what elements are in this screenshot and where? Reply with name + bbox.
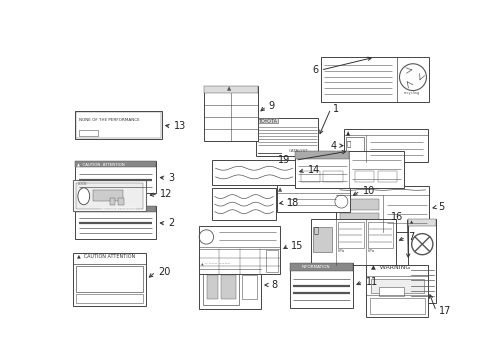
- Text: 1: 1: [332, 104, 339, 114]
- Text: 15: 15: [291, 241, 303, 251]
- Bar: [206, 275, 217, 299]
- Bar: [343, 130, 427, 162]
- Bar: [75, 111, 162, 139]
- Text: 9: 9: [268, 101, 274, 111]
- Bar: [371, 279, 423, 293]
- Text: 13: 13: [173, 121, 185, 131]
- Text: kPa: kPa: [367, 249, 374, 253]
- Bar: [203, 271, 238, 305]
- Bar: [76, 266, 143, 292]
- Bar: [76, 112, 161, 138]
- Bar: [354, 171, 374, 183]
- Bar: [199, 226, 280, 274]
- Bar: [75, 161, 156, 167]
- Bar: [313, 227, 331, 252]
- Bar: [339, 199, 378, 210]
- Text: 🚗: 🚗: [313, 226, 319, 235]
- Text: 17: 17: [438, 306, 450, 316]
- Bar: [336, 186, 428, 232]
- Text: ▲  CAUTION  ATTENTION: ▲ CAUTION ATTENTION: [77, 162, 124, 166]
- Text: TOYOTA: TOYOTA: [258, 119, 276, 124]
- Bar: [320, 57, 428, 102]
- Bar: [295, 151, 349, 159]
- Bar: [75, 161, 156, 193]
- Bar: [212, 188, 275, 220]
- Text: 8: 8: [270, 280, 277, 290]
- Text: ▲: ▲: [409, 221, 412, 225]
- Text: 7: 7: [407, 232, 414, 242]
- Bar: [76, 294, 143, 303]
- Text: ▲: ▲: [278, 187, 282, 192]
- Text: ▲ ~ ~~~ ~~~~: ▲ ~ ~~~ ~~~~: [200, 262, 229, 266]
- Text: ▲  WARNING: ▲ WARNING: [371, 264, 410, 269]
- Bar: [345, 136, 363, 159]
- Bar: [75, 206, 156, 239]
- Bar: [276, 183, 349, 212]
- Bar: [339, 213, 378, 224]
- Text: 6: 6: [312, 65, 318, 75]
- Bar: [337, 222, 363, 248]
- Text: 16: 16: [390, 212, 402, 222]
- Text: ▲: ▲: [226, 87, 230, 92]
- Bar: [369, 298, 425, 314]
- Text: INFORMATION: INFORMATION: [301, 265, 329, 269]
- Bar: [73, 180, 146, 211]
- Bar: [79, 130, 98, 136]
- Bar: [367, 222, 392, 248]
- Text: CAUTION ATTENTION: CAUTION ATTENTION: [99, 207, 136, 211]
- Bar: [256, 118, 278, 122]
- Bar: [289, 264, 352, 271]
- Bar: [407, 219, 435, 226]
- Text: 12: 12: [160, 189, 172, 199]
- Bar: [77, 268, 118, 280]
- Text: 4: 4: [329, 141, 336, 150]
- Text: 14: 14: [307, 165, 319, 175]
- Bar: [212, 160, 295, 185]
- Bar: [199, 261, 261, 309]
- Bar: [203, 86, 258, 93]
- Bar: [289, 264, 352, 308]
- Bar: [118, 198, 124, 205]
- Text: kPa: kPa: [337, 249, 345, 253]
- Bar: [77, 281, 142, 290]
- Bar: [75, 206, 156, 212]
- Text: LOCK: LOCK: [77, 182, 86, 186]
- Bar: [295, 151, 403, 188]
- Bar: [242, 275, 257, 299]
- Bar: [76, 183, 143, 208]
- Bar: [378, 287, 403, 296]
- Text: ▲  CAUTION ATTENTION: ▲ CAUTION ATTENTION: [77, 253, 135, 258]
- Text: 3: 3: [168, 173, 174, 183]
- Text: 5: 5: [438, 202, 444, 212]
- Text: ▲: ▲: [345, 131, 349, 136]
- Bar: [109, 198, 115, 205]
- Bar: [256, 118, 318, 156]
- Bar: [323, 171, 342, 183]
- Bar: [203, 86, 258, 141]
- Text: 20: 20: [158, 267, 170, 277]
- Bar: [366, 265, 427, 317]
- Bar: [310, 219, 395, 265]
- Text: 19: 19: [278, 155, 290, 165]
- Text: CATALYST: CATALYST: [288, 149, 308, 153]
- Text: NONE OF THE PERFORMANCE: NONE OF THE PERFORMANCE: [79, 118, 139, 122]
- Bar: [93, 190, 122, 201]
- Text: 10: 10: [362, 186, 374, 196]
- Bar: [73, 253, 146, 306]
- Text: recycling: recycling: [403, 91, 419, 95]
- Text: 🚗: 🚗: [346, 141, 351, 147]
- Text: 18: 18: [286, 198, 298, 208]
- Bar: [377, 171, 396, 183]
- Bar: [407, 219, 435, 303]
- Bar: [265, 250, 278, 272]
- Text: 2: 2: [168, 219, 174, 228]
- Bar: [220, 275, 235, 299]
- Ellipse shape: [78, 188, 89, 205]
- Text: 11: 11: [365, 277, 377, 287]
- Bar: [300, 171, 320, 183]
